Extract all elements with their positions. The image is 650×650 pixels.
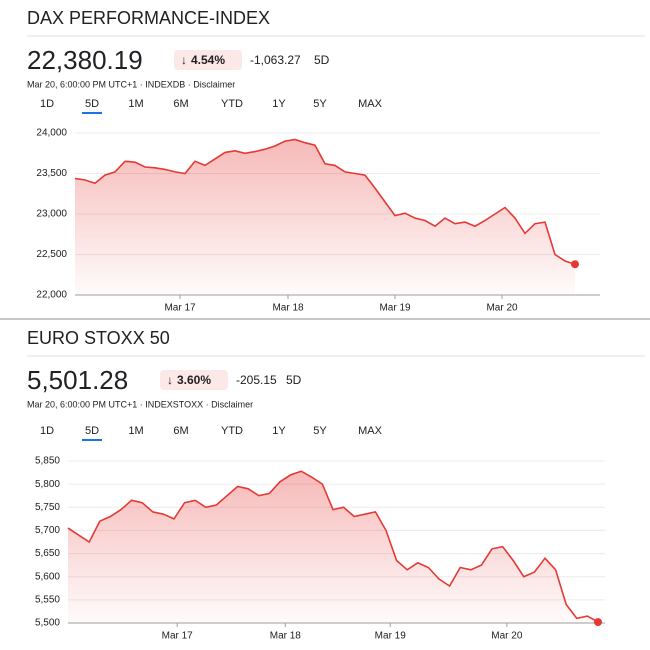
change-absolute: -205.15 (236, 373, 277, 387)
range-tab[interactable]: 5Y (313, 425, 327, 437)
index-title: DAX PERFORMANCE-INDEX (27, 8, 270, 28)
y-tick-label: 23,500 (36, 168, 67, 179)
y-tick-label: 5,550 (35, 594, 60, 605)
y-tick-label: 22,500 (36, 249, 67, 260)
down-arrow: ↓ (181, 53, 187, 67)
price: 22,380.19 (27, 45, 143, 75)
change-badge (174, 50, 242, 70)
x-tick-label: Mar 19 (379, 303, 411, 314)
timestamp: Mar 20, 6:00:00 PM UTC+1 · INDEXSTOXX · … (27, 399, 253, 409)
range-tab[interactable]: YTD (221, 425, 243, 437)
index-title: EURO STOXX 50 (27, 328, 170, 348)
change-period: 5D (286, 373, 302, 387)
price-line (67, 470, 599, 623)
y-tick-label: 5,600 (35, 571, 60, 582)
range-tab[interactable]: 6M (173, 425, 188, 437)
area-fill (68, 471, 599, 623)
x-tick-label: Mar 18 (272, 303, 304, 314)
range-tab[interactable]: 5Y (313, 98, 327, 110)
y-tick-label: 5,700 (35, 525, 60, 536)
x-tick-label: Mar 17 (164, 303, 196, 314)
timestamp: Mar 20, 6:00:00 PM UTC+1 · INDEXDB · Dis… (27, 79, 235, 89)
last-point (594, 618, 603, 627)
y-tick-label: 5,650 (35, 548, 60, 559)
y-tick-label: 22,000 (36, 290, 67, 301)
y-tick-label: 5,850 (35, 456, 60, 467)
price-line (74, 138, 576, 265)
range-tab[interactable]: 1Y (272, 98, 286, 110)
price: 5,501.28 (27, 365, 128, 395)
x-tick-label: Mar 20 (491, 631, 523, 642)
range-tab[interactable]: 1Y (272, 425, 286, 437)
y-tick-label: 5,750 (35, 502, 60, 513)
range-tab[interactable]: MAX (358, 425, 383, 437)
x-tick-label: Mar 20 (486, 303, 518, 314)
y-tick-label: 5,800 (35, 479, 60, 490)
down-arrow: ↓ (167, 373, 173, 387)
y-tick-label: 5,500 (35, 618, 60, 629)
range-tab[interactable]: 5D (85, 98, 99, 110)
change-badge (160, 370, 228, 390)
range-tab[interactable]: 1D (40, 98, 54, 110)
range-tab[interactable]: MAX (358, 98, 383, 110)
range-tab[interactable]: 1D (40, 425, 54, 437)
range-tab[interactable]: 1M (128, 98, 143, 110)
y-tick-label: 24,000 (36, 128, 67, 139)
range-tab[interactable]: YTD (221, 98, 243, 110)
x-tick-label: Mar 19 (375, 631, 407, 642)
range-tab[interactable]: 6M (173, 98, 188, 110)
change-percent: 4.54% (191, 53, 225, 67)
x-tick-label: Mar 17 (162, 631, 194, 642)
change-percent: 3.60% (177, 373, 211, 387)
change-period: 5D (314, 53, 330, 67)
change-absolute: -1,063.27 (250, 53, 301, 67)
area-fill (75, 139, 575, 295)
y-tick-label: 23,000 (36, 209, 67, 220)
range-tab[interactable]: 1M (128, 425, 143, 437)
last-point (571, 260, 579, 269)
range-tab[interactable]: 5D (85, 425, 99, 437)
x-tick-label: Mar 18 (270, 631, 302, 642)
